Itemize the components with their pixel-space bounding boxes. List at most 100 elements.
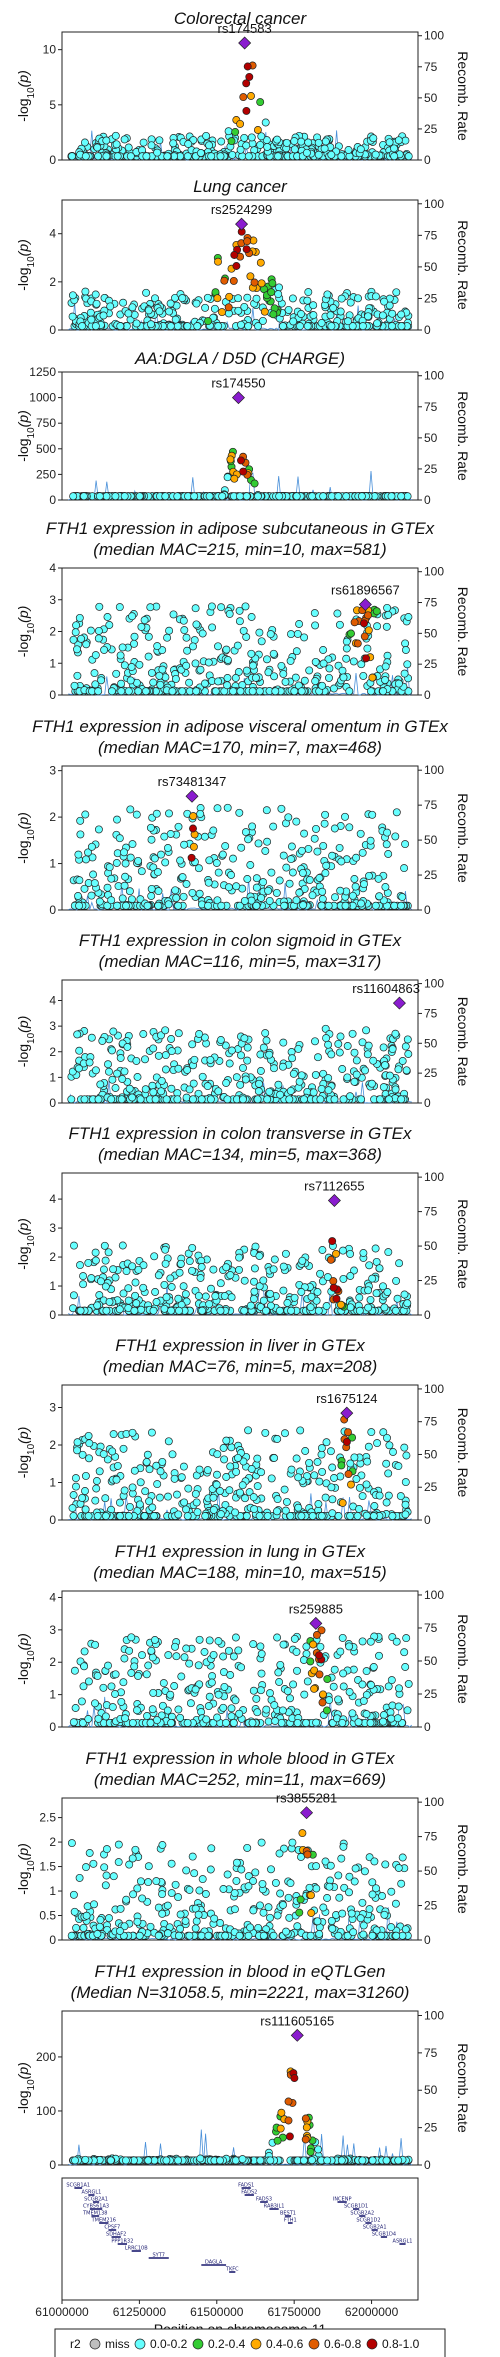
snp-point — [374, 874, 383, 883]
snp-point — [173, 322, 182, 331]
snp-point — [198, 1875, 207, 1884]
snp-point — [71, 628, 80, 637]
snp-point — [124, 1512, 133, 1520]
snp-point — [167, 1306, 176, 1315]
snp-point — [348, 1029, 357, 1038]
snp-point — [173, 492, 182, 501]
snp-point — [319, 646, 328, 654]
y2-tick-label: 100 — [424, 565, 444, 579]
snp-point — [107, 874, 116, 883]
snp-point — [202, 1715, 211, 1724]
snp-point — [230, 1889, 239, 1898]
snp-point — [372, 1289, 381, 1298]
snp-point — [180, 1653, 189, 1662]
snp-point — [401, 639, 410, 648]
snp-point — [323, 1894, 332, 1902]
snp-point — [132, 1299, 141, 1308]
snp-point — [87, 1033, 96, 1042]
snp-point — [140, 1512, 149, 1520]
snp-point — [133, 1706, 141, 1715]
snp-point — [318, 887, 327, 896]
snp-point — [209, 1505, 218, 1514]
snp-point — [311, 1070, 320, 1079]
snp-point — [369, 134, 378, 143]
snp-point — [235, 1253, 244, 1262]
snp-point — [360, 619, 368, 628]
snp-point — [255, 1252, 264, 1260]
snp-point — [132, 810, 141, 819]
y2-tick-label: 50 — [424, 91, 438, 105]
snp-point — [242, 79, 251, 88]
snp-point — [147, 141, 156, 150]
snp-point — [198, 1072, 207, 1081]
snp-point — [328, 1495, 337, 1504]
snp-point — [307, 1292, 316, 1301]
snp-point — [330, 1095, 339, 1104]
y-tick-label: 3 — [49, 1623, 56, 1637]
snp-point — [149, 1044, 158, 1053]
snp-point — [76, 1261, 84, 1270]
snp-point — [201, 1890, 210, 1898]
snp-point — [67, 1839, 76, 1848]
snp-point — [361, 1066, 369, 1075]
snp-point — [292, 817, 301, 826]
y2-axis-label: Recomb. Rate — [455, 1824, 471, 1914]
snp-point — [190, 1869, 199, 1878]
snp-point — [108, 687, 116, 696]
snp-point — [189, 812, 198, 821]
snp-point — [324, 901, 333, 910]
snp-point — [378, 311, 387, 320]
y2-tick-label: 25 — [424, 657, 438, 671]
y2-tick-label: 100 — [424, 1382, 444, 1396]
snp-point — [384, 610, 393, 619]
snp-point — [209, 1265, 218, 1274]
snp-point — [352, 1070, 361, 1079]
gene-label: FADS2 — [241, 2190, 257, 2196]
snp-point — [126, 676, 135, 685]
snp-point — [82, 855, 90, 864]
gene-label: PPP1R32 — [111, 2239, 133, 2245]
snp-point — [332, 1294, 341, 1303]
snp-point — [400, 1648, 409, 1657]
snp-point — [203, 293, 212, 302]
snp-point — [139, 1283, 148, 1292]
snp-point — [91, 1496, 100, 1505]
snp-point — [244, 1931, 253, 1940]
snp-point — [95, 602, 104, 611]
snp-point — [207, 1844, 216, 1853]
snp-point — [204, 901, 212, 910]
snp-point — [90, 1900, 98, 1909]
snp-point — [103, 883, 112, 892]
snp-point — [315, 1651, 324, 1660]
snp-point — [391, 1085, 400, 1094]
snp-point — [349, 657, 358, 666]
snp-point — [154, 901, 163, 910]
snp-point — [147, 884, 156, 893]
snp-point — [176, 856, 185, 865]
snp-point — [273, 135, 282, 144]
panel-10: FTH1 expression in whole blood in GTEx(m… — [15, 1749, 471, 1947]
snp-point — [109, 1265, 118, 1274]
snp-point — [339, 1682, 348, 1691]
snp-point — [316, 1095, 325, 1104]
snp-point — [316, 1269, 325, 1278]
snp-point — [231, 1633, 240, 1642]
snp-point — [366, 836, 375, 845]
snp-point — [225, 609, 234, 618]
snp-point — [297, 687, 306, 696]
y2-tick-label: 100 — [424, 29, 444, 43]
snp-point — [77, 634, 86, 643]
y-axis-label: -log10(p) — [15, 70, 37, 122]
snp-point — [171, 315, 180, 324]
snp-point — [197, 1931, 206, 1940]
snp-point — [176, 1924, 185, 1933]
snp-point — [67, 1095, 76, 1104]
snp-point — [284, 2116, 293, 2125]
snp-point — [182, 661, 191, 670]
snp-point — [263, 1095, 272, 1104]
snp-point — [237, 456, 245, 465]
y-tick-label: 0 — [49, 903, 56, 917]
panel-title: FTH1 expression in whole blood in GTEx — [86, 1749, 395, 1768]
snp-point — [144, 306, 153, 315]
snp-point — [133, 1073, 142, 1081]
